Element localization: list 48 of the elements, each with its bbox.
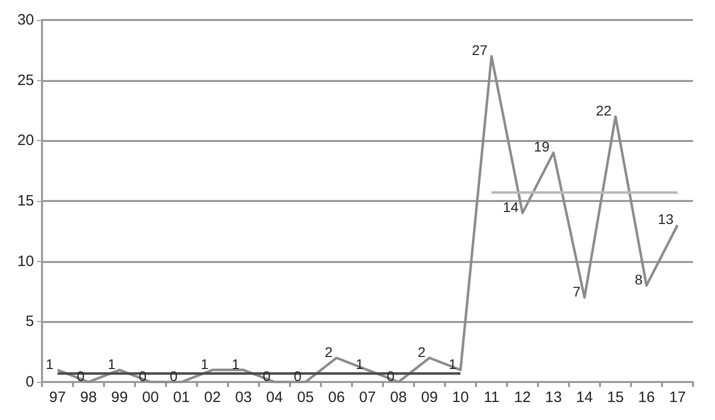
x-tick-label: 99: [111, 389, 128, 406]
y-tick-label: 20: [17, 132, 34, 150]
data-label: 22: [596, 102, 612, 119]
x-tick-label: 09: [421, 389, 438, 406]
line-series: [56, 54, 679, 384]
x-tick-label: 01: [173, 389, 190, 406]
x-tick-label: 16: [638, 389, 655, 406]
x-tick-label: 98: [80, 389, 97, 406]
data-label: 0: [386, 368, 395, 384]
y-tick-label: 0: [26, 374, 34, 390]
x-tick-label: 08: [390, 389, 407, 406]
x-tick-label: 17: [669, 389, 686, 406]
x-tick-label: 07: [359, 389, 376, 406]
x-tick-label: 12: [514, 389, 531, 406]
data-label: 0: [262, 368, 271, 384]
data-label: 0: [138, 368, 147, 384]
y-tick-label: 30: [17, 12, 34, 28]
x-tick-label: 03: [235, 389, 252, 406]
x-tick-label: 97: [49, 389, 66, 406]
x-tick-label: 00: [142, 389, 159, 406]
data-label: 2: [324, 344, 333, 360]
y-tick-label: 25: [17, 72, 34, 89]
x-tick-label: 10: [452, 389, 469, 406]
data-label: 1: [108, 356, 116, 372]
data-label: 8: [634, 271, 643, 288]
y-tick-label: 15: [17, 192, 34, 210]
x-tick-label: 02: [204, 389, 221, 406]
x-tick-label: 14: [576, 389, 593, 406]
x-tick-label: 11: [484, 389, 500, 406]
y-tick-label: 5: [26, 313, 34, 330]
data-label: 7: [572, 284, 581, 300]
data-label: 1: [200, 356, 209, 372]
data-label: 19: [534, 138, 550, 155]
data-label: 13: [658, 211, 674, 228]
data-label: 0: [76, 368, 85, 384]
x-tick-label: 13: [545, 389, 562, 406]
data-label: 1: [46, 356, 54, 372]
data-label: 2: [418, 344, 426, 360]
y-tick-label: 10: [17, 252, 34, 270]
x-tick-label: 05: [297, 389, 314, 406]
x-tick-label: 04: [266, 389, 283, 406]
data-label: 1: [356, 356, 364, 372]
data-label: 1: [232, 356, 240, 372]
x-tick-label: 15: [607, 389, 624, 406]
data-label: 14: [502, 199, 519, 216]
data-label: 1: [448, 356, 457, 372]
data-label: 27: [472, 42, 488, 58]
x-tick-label: 06: [328, 389, 345, 406]
